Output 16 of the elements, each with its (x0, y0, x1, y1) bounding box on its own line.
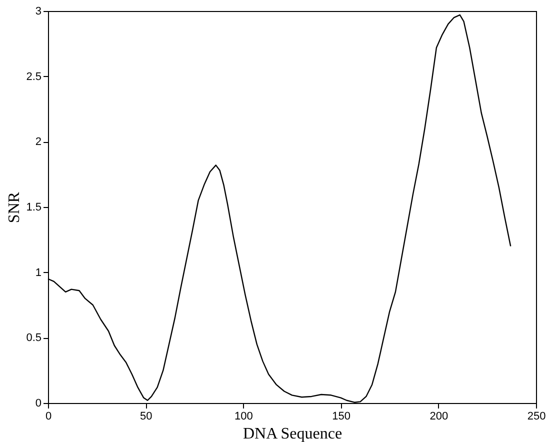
y-tick-label: 3 (35, 6, 42, 18)
y-axis-title: SNR (6, 192, 24, 224)
x-axis-title: DNA Sequence (242, 426, 342, 442)
y-tick-label: 0.5 (26, 332, 42, 344)
x-tick-label: 50 (140, 410, 152, 422)
x-tick-label: 0 (45, 410, 52, 422)
line-series (47, 14, 512, 403)
x-tick-label: 150 (332, 410, 350, 422)
x-tick-label: 100 (234, 410, 253, 422)
y-tick-label: 0 (35, 398, 42, 410)
y-tick-label: 1.5 (26, 202, 42, 214)
x-tick-label: 200 (430, 410, 448, 422)
x-tick-label: 250 (527, 410, 546, 422)
y-tick-label: 2 (35, 136, 42, 148)
y-tick-label: 1 (35, 266, 42, 279)
y-tick-label: 2.5 (26, 70, 42, 83)
